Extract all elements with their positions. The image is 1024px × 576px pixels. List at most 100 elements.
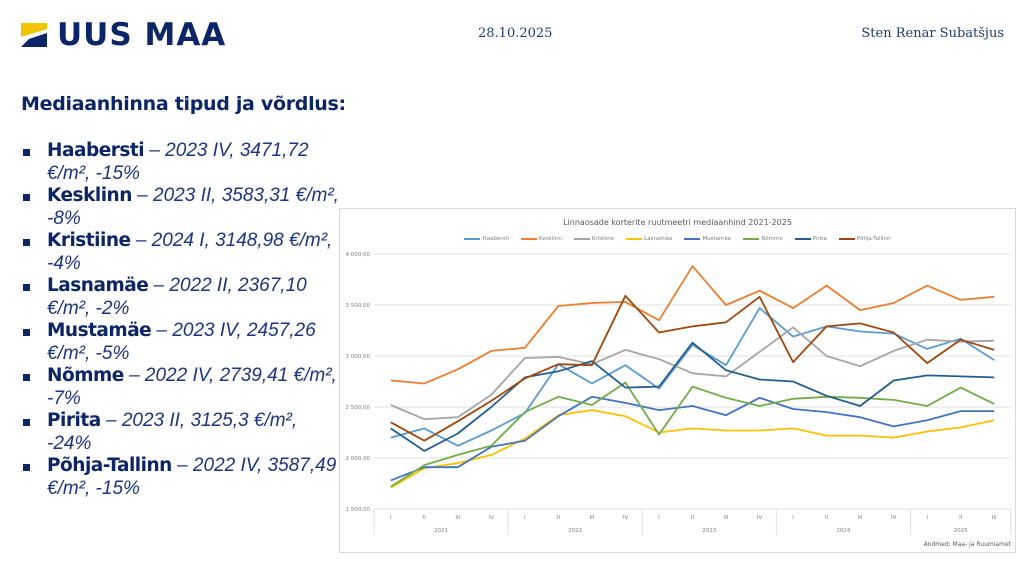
x-tick-label: II (691, 515, 695, 521)
x-tick-label: I (658, 515, 660, 521)
year-label: 2022 (568, 528, 582, 534)
district-name: Nõmme (47, 365, 124, 386)
legend-label: Põhja-Tallinn (856, 236, 891, 242)
peak-detail: – 2022 IV, 2739,41 €/m², -7% (47, 365, 337, 409)
legend-swatch-icon (521, 238, 538, 240)
legend-label: Kesklinn (539, 236, 562, 242)
logo: UUS MAA (21, 17, 227, 53)
x-tick-label: III (589, 515, 594, 521)
legend-label: Nõmme (761, 236, 783, 242)
peak-detail: – 2022 IV, 3587,49 €/m², -15% (47, 455, 337, 499)
y-tick-label: 4 000,00 (346, 252, 371, 258)
y-tick-label: 3 000,00 (346, 354, 371, 360)
year-label: 2021 (434, 528, 448, 534)
peak-item-lasnamae: Lasnamäe – 2022 II, 2367,10 €/m², -2% (21, 275, 341, 320)
legend-swatch-icon (794, 238, 811, 240)
peak-detail: – 2024 I, 3148,98 €/m², -4% (47, 230, 333, 274)
series-line-mustamae (390, 395, 995, 482)
x-tick-label: IV (757, 515, 763, 521)
price-chart: Linnaosade korterite ruutmeetri mediaanh… (339, 208, 1016, 553)
chart-legend: Haabersti Kesklinn Kristiine Lasnamäe Mustam… (340, 236, 1015, 242)
chart-plot: 1 500,00 2 000,00 2 500,00 3 000,00 3 500,00… (346, 252, 1012, 535)
series-line-pohja-tallinn (390, 294, 995, 442)
peak-detail: – 2023 IV, 2457,26 €/m², -5% (47, 320, 316, 364)
peak-item-pirita: Pirita – 2023 II, 3125,3 €/m², -24% (21, 410, 341, 455)
peak-detail: – 2023 IV, 3471,72 €/m², -15% (47, 140, 309, 184)
year-label: 2025 (954, 528, 968, 534)
year-label: 2023 (702, 528, 716, 534)
x-tick-label: IV (489, 515, 495, 521)
x-tick-label: I (792, 515, 794, 521)
peak-item-mustamae: Mustamäe – 2023 IV, 2457,26 €/m², -5% (21, 320, 341, 365)
x-tick-label: II (959, 515, 963, 521)
y-tick-label: 1 500,00 (346, 507, 371, 513)
y-tick-label: 3 500,00 (346, 303, 371, 309)
presentation-date: 28.10.2025 (478, 26, 553, 41)
legend-swatch-icon (684, 238, 701, 240)
peak-item-kristiine: Kristiine – 2024 I, 3148,98 €/m², -4% (21, 230, 341, 275)
legend-label: Mustamäe (702, 236, 732, 242)
bullet-icon (23, 149, 30, 156)
district-name: Pirita (47, 410, 101, 431)
legend-swatch-icon (464, 238, 481, 240)
bullet-icon (23, 374, 30, 381)
chart-source-note: Andmed: Maa- ja Ruumiamet (923, 541, 1011, 548)
district-name: Kristiine (47, 230, 131, 251)
legend-swatch-icon (573, 238, 590, 240)
series-line-kristiine (390, 326, 995, 421)
series-line-lasnamae (390, 409, 995, 489)
x-tick-label: IV (623, 515, 629, 521)
peak-item-nomme: Nõmme – 2022 IV, 2739,41 €/m², -7% (21, 365, 341, 410)
chart-title: Linnaosade korterite ruutmeetri mediaanh… (563, 218, 792, 227)
year-label: 2024 (836, 528, 850, 534)
district-name: Lasnamäe (47, 275, 149, 296)
legend-item: Lasnamäe (626, 236, 672, 242)
x-tick-label: III (858, 515, 863, 521)
legend-swatch-icon (626, 238, 643, 240)
x-tick-label: II (423, 515, 427, 521)
peak-item-pohja-tallinn: Põhja-Tallinn – 2022 IV, 3587,49 €/m², -… (21, 455, 341, 500)
district-name: Kesklinn (47, 185, 132, 206)
legend-item: Mustamäe (684, 236, 731, 242)
x-tick-label: III (724, 515, 729, 521)
x-tick-label: I (926, 515, 928, 521)
series-line-pirita (390, 341, 995, 452)
district-name: Mustamäe (47, 320, 152, 341)
legend-label: Kristiine (591, 236, 615, 242)
legend-label: Lasnamäe (644, 236, 673, 242)
x-tick-label: III (992, 515, 997, 521)
x-tick-label: IV (891, 515, 897, 521)
bullet-icon (23, 329, 30, 336)
district-name: Põhja-Tallinn (47, 455, 172, 476)
legend-swatch-icon (743, 238, 760, 240)
legend-item: Haabersti (464, 236, 509, 242)
presentation-author: Sten Renar Subatšjus (861, 26, 1004, 41)
x-tick-label: III (455, 515, 460, 521)
slide-heading: Mediaanhinna tipud ja võrdlus: (21, 93, 346, 115)
x-tick-label: II (825, 515, 829, 521)
bullet-icon (23, 464, 30, 471)
x-tick-label: II (557, 515, 561, 521)
district-name: Haabersti (47, 140, 145, 161)
y-tick-label: 2 500,00 (346, 405, 371, 411)
legend-item: Kesklinn (521, 236, 562, 242)
y-tick-label: 2 000,00 (346, 456, 371, 462)
legend-label: Pirita (812, 236, 827, 242)
bullet-icon (23, 419, 30, 426)
logo-text: UUS MAA (57, 17, 227, 53)
legend-item: Pirita (794, 236, 827, 242)
legend-item: Kristiine (573, 236, 615, 242)
bullet-icon (23, 284, 30, 291)
peak-item-haabersti: Haabersti – 2023 IV, 3471,72 €/m², -15% (21, 140, 341, 185)
peak-item-kesklinn: Kesklinn – 2023 II, 3583,31 €/m², -8% (21, 185, 341, 230)
bullet-icon (23, 194, 30, 201)
series-line-nomme (390, 381, 995, 488)
legend-item: Nõmme (743, 236, 783, 242)
peak-detail: – 2023 II, 3125,3 €/m², -24% (47, 410, 298, 454)
legend-label: Haabersti (482, 236, 510, 242)
series-line-kesklinn (390, 265, 995, 385)
peak-list: Haabersti – 2023 IV, 3471,72 €/m², -15% … (21, 140, 341, 500)
x-tick-label: I (524, 515, 526, 521)
legend-item: Põhja-Tallinn (838, 236, 891, 242)
x-tick-label: I (390, 515, 392, 521)
